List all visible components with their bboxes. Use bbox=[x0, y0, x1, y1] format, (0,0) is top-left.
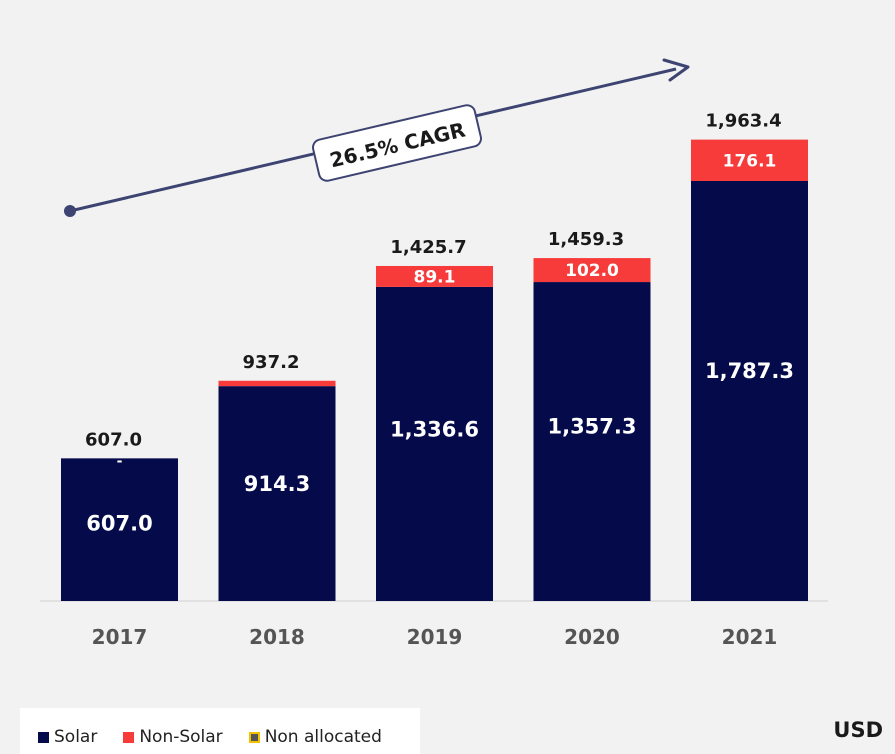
bar-non-solar-2020 bbox=[533, 258, 651, 283]
label-solar-2018: 914.3 bbox=[244, 472, 310, 496]
legend: Solar Non-Solar Non allocated bbox=[38, 727, 408, 747]
label-total-2021: 1,963.4 bbox=[705, 111, 781, 132]
legend-label-non-solar: Non-Solar bbox=[139, 727, 223, 747]
bar-non-solar-2018 bbox=[218, 380, 336, 387]
legend-swatch-non-allocated bbox=[248, 731, 260, 743]
legend-item-non-allocated: Non allocated bbox=[248, 727, 382, 747]
currency-unit: USD bbox=[833, 718, 883, 742]
label-total-2018: 937.2 bbox=[243, 352, 300, 373]
label-non-solar-2020: 102.0 bbox=[565, 261, 619, 281]
bar-solar-2018 bbox=[218, 386, 336, 601]
x-tick-2019: 2019 bbox=[407, 625, 463, 649]
legend-label-solar: Solar bbox=[54, 727, 98, 747]
arrow-start-dot bbox=[64, 205, 76, 217]
bar-solar-2017 bbox=[61, 458, 178, 601]
label-non-solar-2017: - bbox=[117, 453, 123, 469]
bar-solar-2020 bbox=[533, 282, 651, 601]
label-non-solar-2021: 176.1 bbox=[723, 151, 777, 171]
bar-non-solar-2021 bbox=[691, 139, 808, 181]
label-total-2017: 607.0 bbox=[85, 429, 142, 450]
bars-group bbox=[61, 139, 808, 601]
label-solar-2017: 607.0 bbox=[86, 512, 152, 536]
bar-solar-2019 bbox=[376, 286, 493, 601]
cagr-badge: 26.5% CAGR bbox=[312, 104, 482, 182]
legend-background bbox=[20, 708, 420, 754]
x-tick-2021: 2021 bbox=[722, 625, 778, 649]
legend-swatch-non-solar bbox=[123, 731, 135, 743]
x-tick-2018: 2018 bbox=[249, 625, 305, 649]
label-total-2020: 1,459.3 bbox=[548, 229, 624, 250]
label-solar-2019: 1,336.6 bbox=[390, 417, 479, 441]
legend-swatch-solar bbox=[38, 731, 49, 743]
bar-non-solar-2019 bbox=[376, 265, 493, 287]
label-non-solar-2019: 89.1 bbox=[414, 267, 456, 287]
legend-item-non-solar: Non-Solar bbox=[123, 727, 223, 747]
labels-group: 607.0 - 607.0 2017 914.3 937.2 2018 1,336.6 89.1… bbox=[85, 111, 794, 649]
label-solar-2020: 1,357.3 bbox=[547, 415, 636, 439]
legend-item-solar: Solar bbox=[38, 727, 97, 747]
x-tick-2017: 2017 bbox=[92, 625, 148, 649]
legend-label-non-allocated: Non allocated bbox=[264, 727, 382, 747]
label-solar-2021: 1,787.3 bbox=[705, 359, 794, 383]
label-total-2019: 1,425.7 bbox=[390, 237, 466, 258]
x-tick-2020: 2020 bbox=[564, 625, 620, 649]
bar-solar-2021 bbox=[691, 181, 808, 601]
